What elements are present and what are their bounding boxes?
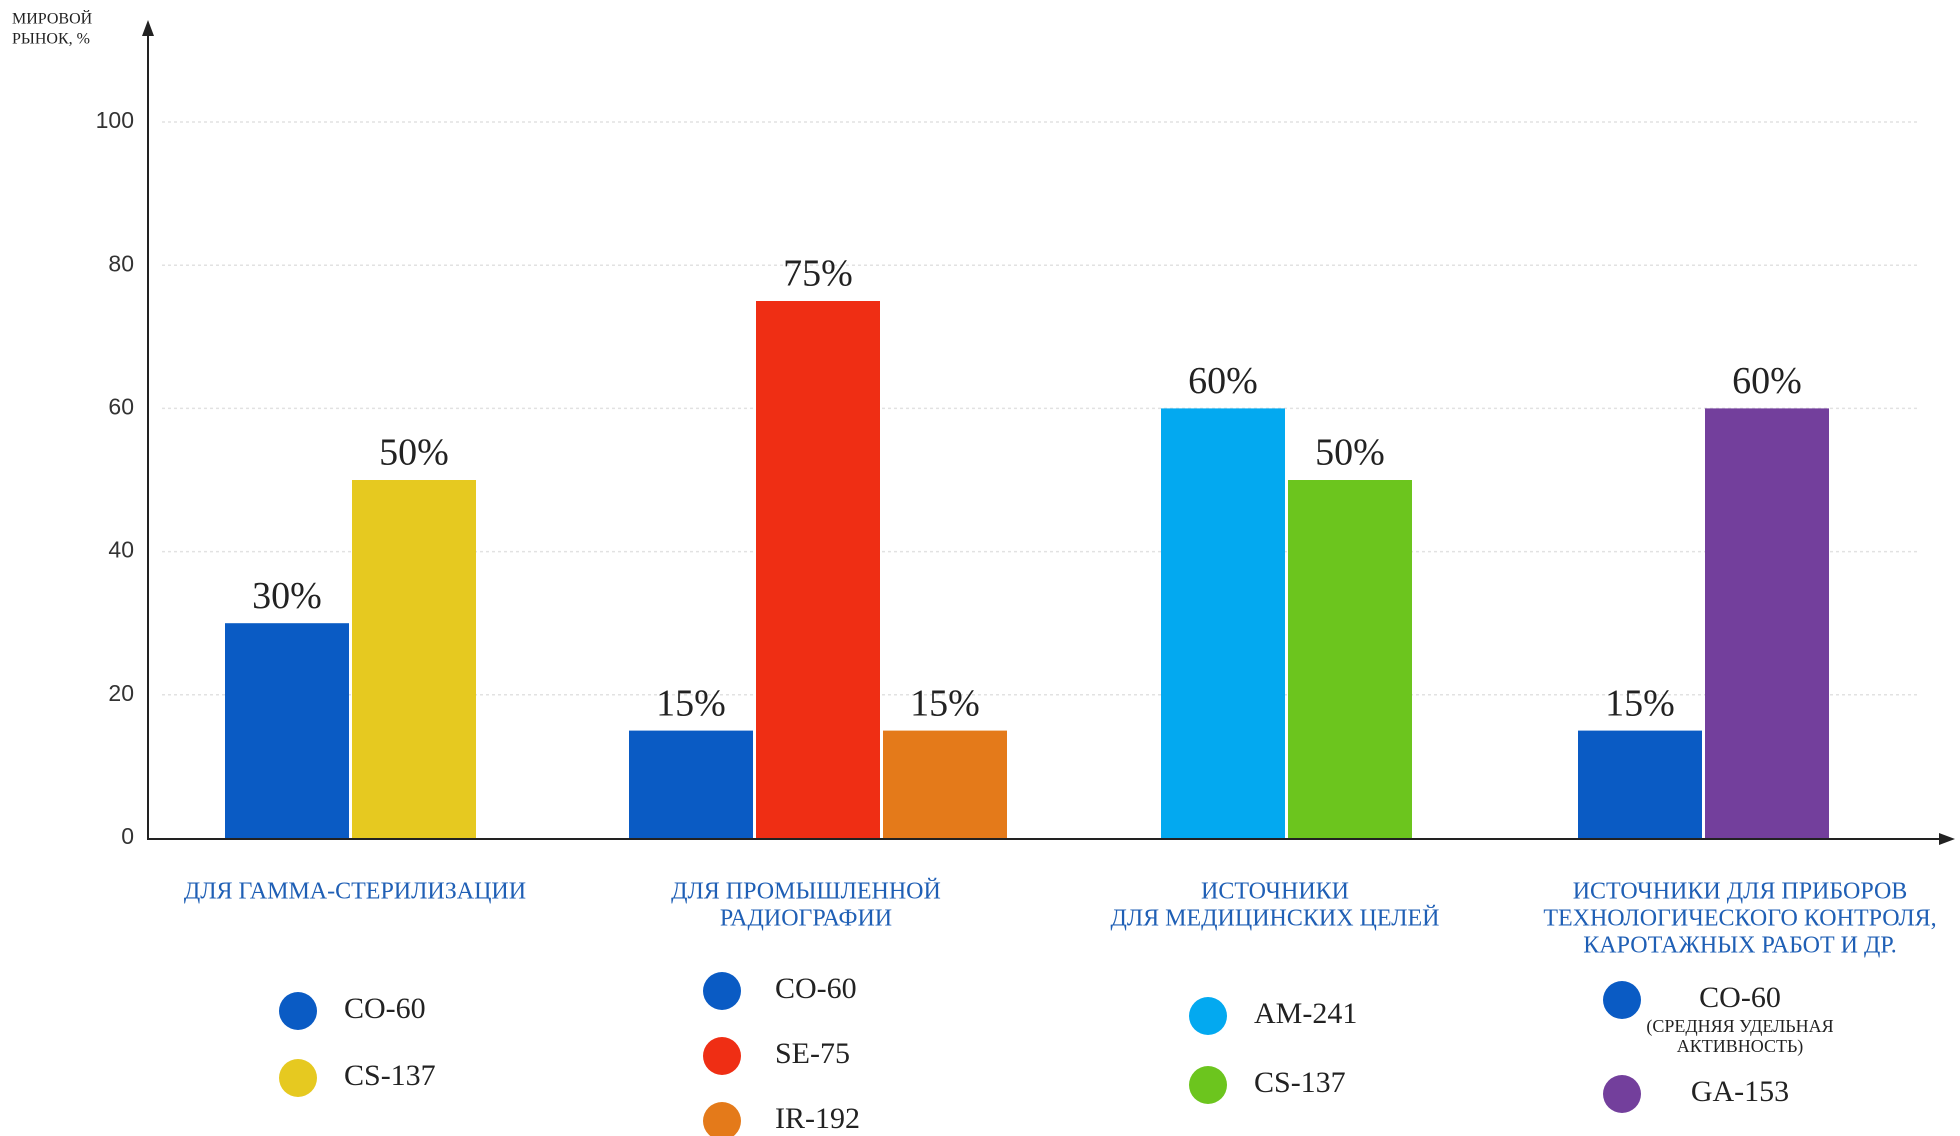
legend-swatch [1189,1066,1227,1104]
legend-label: CO-60 [344,992,426,1025]
legend-label: CS-137 [344,1059,436,1092]
y-axis-arrow [142,20,154,36]
y-tick-label: 80 [108,250,134,276]
bar [225,623,349,838]
legend-swatch [279,1059,317,1097]
bar [1705,408,1829,838]
x-axis-arrow [1939,833,1955,845]
value-label: 50% [1315,432,1385,474]
group-label: ДЛЯ ГАММА-СТЕРИЛИЗАЦИИ [184,879,526,905]
legend-note: (СРЕДНЯЯ УДЕЛЬНАЯ [1646,1016,1833,1037]
legend-swatch [1603,981,1641,1019]
value-label: 75% [783,253,853,295]
value-label: 15% [910,682,980,724]
y-tick-label: 40 [108,537,134,563]
value-label: 30% [252,575,322,617]
legend-swatch [703,1102,741,1136]
legend-swatch [1603,1075,1641,1113]
legend-swatch [1189,997,1227,1035]
bar [1161,408,1285,838]
group-label: ИСТОЧНИКИ [1201,879,1349,905]
legend-label: AM-241 [1254,997,1357,1030]
y-axis-label: МИРОВОЙ [12,9,93,28]
bar [883,730,1007,838]
legend-label: SE-75 [775,1037,850,1070]
legend-swatch [703,972,741,1010]
group-label: ДЛЯ МЕДИЦИНСКИХ ЦЕЛЕЙ [1111,906,1440,932]
bar [352,480,476,838]
group-label: РАДИОГРАФИИ [720,906,892,932]
group-label: ДЛЯ ПРОМЫШЛЕННОЙ [671,879,941,905]
y-axis-label: РЫНОК, % [12,31,90,48]
y-tick-label: 100 [96,107,134,133]
value-label: 15% [1605,682,1675,724]
value-label: 60% [1188,360,1258,402]
legend-swatch [279,992,317,1030]
bar [1578,730,1702,838]
y-tick-label: 0 [121,823,134,849]
group-label: КАРОТАЖНЫХ РАБОТ И ДР. [1583,933,1896,959]
group-label: ИСТОЧНИКИ ДЛЯ ПРИБОРОВ [1573,879,1908,905]
value-label: 15% [656,682,726,724]
legend-label: CO-60 [1699,981,1781,1014]
legend-label: IR-192 [775,1102,860,1135]
legend-label: CO-60 [775,972,857,1005]
y-tick-label: 20 [108,680,134,706]
y-tick-label: 60 [108,393,134,419]
bar [1288,480,1412,838]
group-label: ТЕХНОЛОГИЧЕСКОГО КОНТРОЛЯ, [1543,906,1936,932]
bar [629,730,753,838]
legend-swatch [703,1037,741,1075]
value-label: 50% [379,432,449,474]
legend-label: CS-137 [1254,1066,1346,1099]
bar [756,301,880,838]
value-label: 60% [1732,360,1802,402]
legend-note: АКТИВНОСТЬ) [1677,1036,1804,1057]
legend-label: GA-153 [1691,1075,1789,1108]
